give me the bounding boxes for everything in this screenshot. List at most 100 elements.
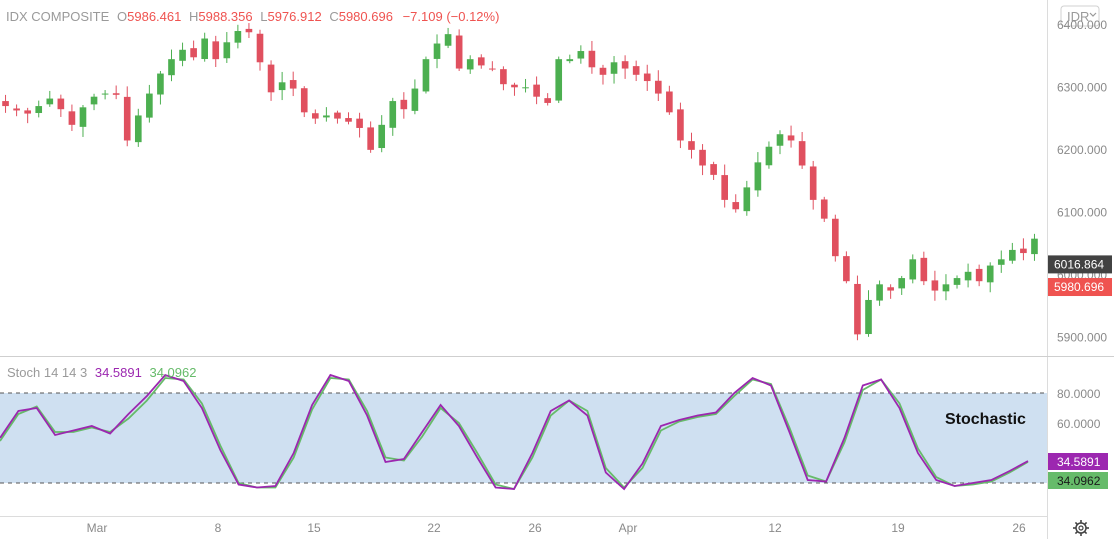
candle-body xyxy=(455,35,463,69)
candle-body xyxy=(743,187,751,212)
candle-body xyxy=(666,91,673,113)
candle-body xyxy=(500,69,507,85)
price-axis-tick: 6400.000 xyxy=(1057,18,1107,32)
candle-body xyxy=(599,67,607,75)
candle-body xyxy=(68,111,76,125)
candle-body xyxy=(267,64,275,93)
candle-body xyxy=(986,265,994,283)
candle-body xyxy=(190,48,197,58)
close-label: C xyxy=(329,9,338,24)
candle-body xyxy=(809,166,817,200)
candle-body xyxy=(312,113,319,119)
candle-body xyxy=(234,31,242,43)
currency-button-label: IDR xyxy=(1067,9,1089,24)
candle-body xyxy=(832,218,839,257)
stoch-legend: Stoch 14 14 3 34.5891 34.0962 xyxy=(7,365,196,380)
stoch-annotation: Stochastic xyxy=(945,411,1026,428)
candle-body xyxy=(57,98,65,110)
candle-body xyxy=(300,88,308,113)
candle-body xyxy=(643,73,651,82)
candle-body xyxy=(356,118,363,128)
candle-body xyxy=(212,41,220,60)
candle-body xyxy=(975,268,983,282)
candle-body xyxy=(389,101,397,128)
candle-body xyxy=(776,134,784,146)
price-axis-tick: 6100.000 xyxy=(1057,205,1107,219)
candle-body xyxy=(555,59,563,101)
candle-body xyxy=(909,259,917,280)
candle-body xyxy=(898,278,906,289)
close-value: 5980.696 xyxy=(339,9,393,24)
candle-body xyxy=(367,127,374,150)
candle-body xyxy=(146,93,153,118)
candle-body xyxy=(876,284,883,301)
candle-body xyxy=(854,283,861,335)
candlestick-series xyxy=(2,23,1038,341)
stoch-axis-tick-80: 80.0000 xyxy=(1057,387,1101,401)
time-tick-apr: Apr xyxy=(619,521,638,535)
time-tick-mar: Mar xyxy=(87,521,108,535)
price-axis-tick: 6200.000 xyxy=(1057,143,1107,157)
candle-body xyxy=(2,101,9,107)
candle-body xyxy=(46,98,54,105)
price-axis[interactable]: 6400.0006300.0006200.0006100.0006000.000… xyxy=(1057,18,1107,345)
candle-body xyxy=(101,93,109,95)
candle-body xyxy=(35,106,43,114)
stoch-d-legend: 34.0962 xyxy=(149,365,196,380)
candle-body xyxy=(112,93,120,95)
candle-body xyxy=(1009,249,1016,261)
candle-body xyxy=(123,96,131,141)
time-tick-26b: 26 xyxy=(1012,521,1026,535)
price-axis-tick: 6300.000 xyxy=(1057,80,1107,94)
stoch-d-value-label: 34.0962 xyxy=(1048,472,1108,489)
candle-body xyxy=(765,146,773,166)
candle-body xyxy=(422,59,430,92)
candle-body xyxy=(433,43,441,59)
candle-body xyxy=(24,110,31,114)
candle-body xyxy=(566,59,574,62)
candle-body xyxy=(754,162,762,191)
candle-body xyxy=(168,59,175,76)
candle-body xyxy=(179,49,186,61)
candle-body xyxy=(378,124,386,149)
candle-body xyxy=(997,259,1005,265)
stoch-k-legend: 34.5891 xyxy=(95,365,142,380)
candle-body xyxy=(157,73,164,95)
candle-body xyxy=(964,271,972,281)
candle-body xyxy=(610,62,618,74)
time-axis[interactable]: Mar 8 15 22 26 Apr 12 19 26 xyxy=(87,521,1026,535)
last-price-label-2-text: 5980.696 xyxy=(1054,280,1104,294)
low-label: L xyxy=(260,9,267,24)
candle-body xyxy=(13,108,20,111)
candle-body xyxy=(688,141,695,150)
gear-icon[interactable] xyxy=(1073,520,1089,536)
stoch-d-value-text: 34.0962 xyxy=(1057,474,1101,488)
time-tick-26: 26 xyxy=(528,521,542,535)
time-tick-22: 22 xyxy=(427,521,441,535)
candle-body xyxy=(400,99,408,110)
candle-body xyxy=(533,84,540,97)
candle-body xyxy=(1020,248,1027,254)
candle-body xyxy=(820,199,828,219)
candle-body xyxy=(953,278,961,285)
high-value: 5988.356 xyxy=(198,9,252,24)
candle-body xyxy=(588,50,596,68)
open-value: 5986.461 xyxy=(127,9,181,24)
candle-body xyxy=(79,107,87,127)
candle-body xyxy=(865,299,872,335)
low-value: 5976.912 xyxy=(267,9,321,24)
high-label: H xyxy=(189,9,198,24)
candle-body xyxy=(710,164,717,175)
last-price-label-2: 5980.696 xyxy=(1048,278,1112,297)
time-tick-15: 15 xyxy=(307,521,321,535)
currency-button[interactable]: IDR xyxy=(1060,5,1100,27)
time-tick-8: 8 xyxy=(215,521,222,535)
candle-body xyxy=(887,287,894,291)
candle-body xyxy=(323,115,330,118)
candle-body xyxy=(511,84,518,88)
time-tick-19: 19 xyxy=(891,521,905,535)
change-value: −7.109 (−0.12%) xyxy=(403,9,500,24)
candle-body xyxy=(544,98,551,103)
candle-body xyxy=(654,80,662,94)
